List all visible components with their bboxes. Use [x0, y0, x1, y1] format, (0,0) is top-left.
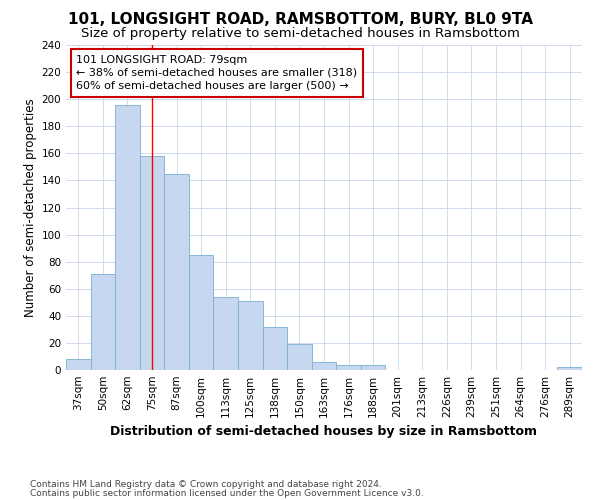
Bar: [238, 301, 263, 370]
Bar: [557, 368, 582, 370]
Bar: [164, 174, 189, 370]
Text: 101, LONGSIGHT ROAD, RAMSBOTTOM, BURY, BL0 9TA: 101, LONGSIGHT ROAD, RAMSBOTTOM, BURY, B…: [67, 12, 533, 28]
X-axis label: Distribution of semi-detached houses by size in Ramsbottom: Distribution of semi-detached houses by …: [110, 426, 538, 438]
Y-axis label: Number of semi-detached properties: Number of semi-detached properties: [24, 98, 37, 317]
Bar: [336, 364, 361, 370]
Bar: [91, 274, 115, 370]
Bar: [214, 297, 238, 370]
Bar: [263, 326, 287, 370]
Bar: [66, 359, 91, 370]
Text: Size of property relative to semi-detached houses in Ramsbottom: Size of property relative to semi-detach…: [80, 28, 520, 40]
Bar: [115, 104, 140, 370]
Bar: [361, 364, 385, 370]
Bar: [312, 362, 336, 370]
Bar: [189, 255, 214, 370]
Text: Contains HM Land Registry data © Crown copyright and database right 2024.: Contains HM Land Registry data © Crown c…: [30, 480, 382, 489]
Text: 101 LONGSIGHT ROAD: 79sqm
← 38% of semi-detached houses are smaller (318)
60% of: 101 LONGSIGHT ROAD: 79sqm ← 38% of semi-…: [76, 54, 358, 91]
Bar: [140, 156, 164, 370]
Bar: [287, 344, 312, 370]
Text: Contains public sector information licensed under the Open Government Licence v3: Contains public sector information licen…: [30, 488, 424, 498]
